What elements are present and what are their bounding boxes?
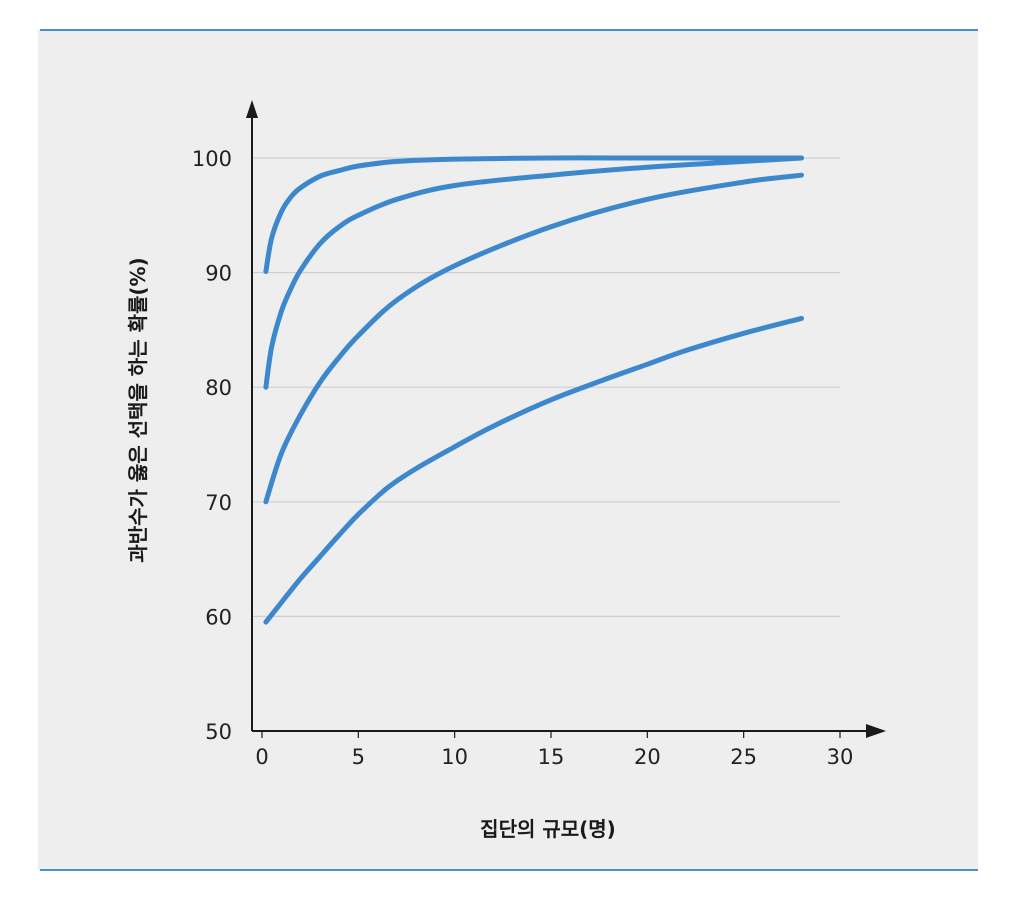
x-tick-label: 15	[538, 745, 565, 769]
x-axis-title: 집단의 규모(명)	[480, 817, 616, 841]
y-axis-title: 과반수가 옳은 선택을 하는 확률(%)	[126, 257, 150, 562]
x-tick-label: 30	[827, 745, 854, 769]
series-line-4	[263, 315, 804, 625]
series-line-2	[263, 155, 804, 390]
x-tick-label: 25	[730, 745, 757, 769]
x-tick-label: 20	[634, 745, 661, 769]
x-axis-arrow-icon	[866, 724, 886, 738]
series-line-1	[263, 155, 804, 274]
series-line-3	[263, 172, 804, 505]
x-tick-label: 5	[352, 745, 365, 769]
data-series	[263, 155, 804, 625]
bottom-divider	[40, 869, 978, 871]
x-axis-ticks: 0 5 10 15 20 25 30	[255, 731, 853, 769]
top-divider	[40, 29, 978, 31]
y-tick-label: 90	[205, 262, 232, 286]
y-tick-label: 60	[205, 605, 232, 629]
y-tick-label: 50	[205, 720, 232, 744]
y-tick-label: 80	[205, 376, 232, 400]
x-tick-label: 0	[255, 745, 268, 769]
y-axis-arrow-icon	[246, 100, 258, 118]
y-axis-ticks: 50 60 70 80 90 100	[192, 147, 232, 744]
y-tick-label: 100	[192, 147, 232, 171]
y-tick-label: 70	[205, 491, 232, 515]
x-tick-label: 10	[441, 745, 468, 769]
